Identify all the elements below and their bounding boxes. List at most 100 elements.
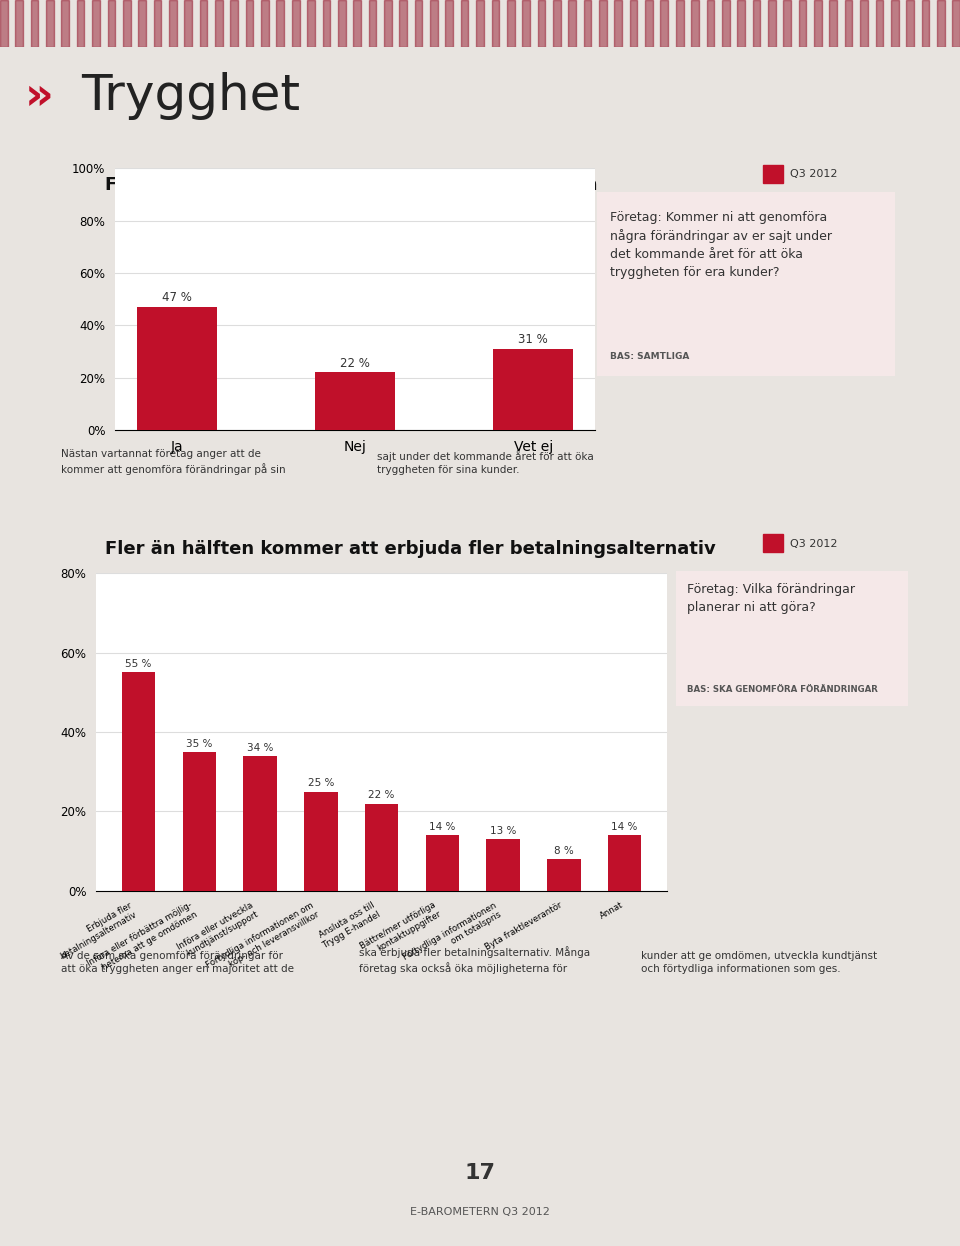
Bar	[276, 0, 284, 47]
Bar	[476, 0, 484, 47]
Bar	[493, 349, 573, 430]
Bar	[15, 0, 23, 47]
Text: 13 %: 13 %	[490, 826, 516, 836]
Text: ska erbjuda fler betalningsalternativ. Många
företag ska också öka möjligheterna: ska erbjuda fler betalningsalternativ. M…	[359, 947, 590, 974]
Bar	[415, 0, 422, 47]
Text: Fortsatt fokus på ökad trygghet bland företagen: Fortsatt fokus på ökad trygghet bland fö…	[105, 174, 597, 194]
Text: 35 %: 35 %	[186, 739, 212, 749]
Bar	[768, 0, 776, 47]
Bar	[676, 0, 684, 47]
Bar	[906, 0, 914, 47]
Bar	[737, 0, 745, 47]
Text: »: »	[25, 75, 54, 117]
Bar	[584, 0, 591, 47]
Bar	[691, 0, 699, 47]
Text: Företag: Kommer ni att genomföra
några förändringar av er sajt under
det kommand: Företag: Kommer ni att genomföra några f…	[610, 211, 831, 279]
Text: 8 %: 8 %	[554, 846, 574, 856]
Bar	[169, 0, 177, 47]
Bar	[522, 0, 530, 47]
Bar	[860, 0, 868, 47]
Bar	[891, 0, 899, 47]
Bar	[753, 0, 760, 47]
Bar	[722, 0, 730, 47]
Bar	[353, 0, 361, 47]
Bar	[763, 164, 782, 183]
Bar	[952, 0, 960, 47]
Bar	[369, 0, 376, 47]
Text: Av de som ska genomföra förändringar för
att öka tryggheten anger en majoritet a: Av de som ska genomföra förändringar för…	[60, 951, 294, 974]
Text: 47 %: 47 %	[162, 292, 192, 304]
Bar	[707, 0, 714, 47]
Bar	[123, 0, 131, 47]
Bar	[315, 373, 396, 430]
Bar	[399, 0, 407, 47]
Bar	[507, 0, 515, 47]
Text: sajt under det kommande året för att öka
tryggheten för sina kunder.: sajt under det kommande året för att öka…	[377, 450, 593, 475]
Bar	[184, 0, 192, 47]
Bar	[845, 0, 852, 47]
Text: 17: 17	[465, 1163, 495, 1184]
Bar	[876, 0, 883, 47]
Bar	[137, 307, 217, 430]
Text: 22 %: 22 %	[340, 356, 371, 370]
Bar	[338, 0, 346, 47]
Bar	[230, 0, 238, 47]
Bar	[92, 0, 100, 47]
Bar	[799, 0, 806, 47]
Bar	[461, 0, 468, 47]
Bar	[154, 0, 161, 47]
Bar	[487, 840, 519, 891]
Bar	[304, 791, 338, 891]
Bar	[307, 0, 315, 47]
Text: 14 %: 14 %	[612, 822, 637, 832]
Bar	[77, 0, 84, 47]
Text: kunder att ge omdömen, utveckla kundtjänst
och förtydliga informationen som ges.: kunder att ge omdömen, utveckla kundtjän…	[640, 951, 876, 974]
Bar	[365, 804, 398, 891]
Bar	[814, 0, 822, 47]
Text: Nästan vartannat företag anger att de
kommer att genomföra förändringar på sin: Nästan vartannat företag anger att de ko…	[60, 450, 285, 475]
Bar	[553, 0, 561, 47]
Bar	[614, 0, 622, 47]
Bar	[783, 0, 791, 47]
Text: Q3 2012: Q3 2012	[790, 168, 837, 179]
Bar	[568, 0, 576, 47]
Text: 14 %: 14 %	[429, 822, 456, 832]
Text: Q3 2012: Q3 2012	[790, 540, 837, 549]
Bar	[445, 0, 453, 47]
Bar	[763, 533, 782, 552]
Bar	[215, 0, 223, 47]
Bar	[547, 860, 581, 891]
Text: Företag: Vilka förändringar
planerar ni att göra?: Företag: Vilka förändringar planerar ni …	[687, 583, 855, 614]
Bar	[430, 0, 438, 47]
Bar	[937, 0, 945, 47]
Bar	[292, 0, 300, 47]
Bar	[122, 673, 156, 891]
Text: BAS: SAMTLIGA: BAS: SAMTLIGA	[610, 353, 689, 361]
Bar	[608, 835, 641, 891]
Bar	[261, 0, 269, 47]
Text: BAS: SKA GENOMFÖRA FÖRÄNDRINGAR: BAS: SKA GENOMFÖRA FÖRÄNDRINGAR	[687, 684, 878, 694]
Bar	[200, 0, 207, 47]
Bar	[425, 835, 459, 891]
FancyBboxPatch shape	[596, 192, 896, 376]
Bar	[660, 0, 668, 47]
FancyBboxPatch shape	[676, 571, 908, 705]
Bar	[922, 0, 929, 47]
Text: Trygghet: Trygghet	[81, 72, 300, 120]
Bar	[46, 0, 54, 47]
Bar	[645, 0, 653, 47]
Bar	[384, 0, 392, 47]
Text: 34 %: 34 %	[247, 743, 274, 753]
Bar	[246, 0, 253, 47]
Text: E-BAROMETERN Q3 2012: E-BAROMETERN Q3 2012	[410, 1207, 550, 1217]
Bar	[108, 0, 115, 47]
Bar	[138, 0, 146, 47]
Text: 25 %: 25 %	[307, 779, 334, 789]
Text: 55 %: 55 %	[126, 659, 152, 669]
Bar	[599, 0, 607, 47]
Bar	[829, 0, 837, 47]
Bar	[0, 0, 8, 47]
Bar	[538, 0, 545, 47]
Bar	[492, 0, 499, 47]
Text: Fler än hälften kommer att erbjuda fler betalningsalternativ: Fler än hälften kommer att erbjuda fler …	[105, 540, 715, 558]
